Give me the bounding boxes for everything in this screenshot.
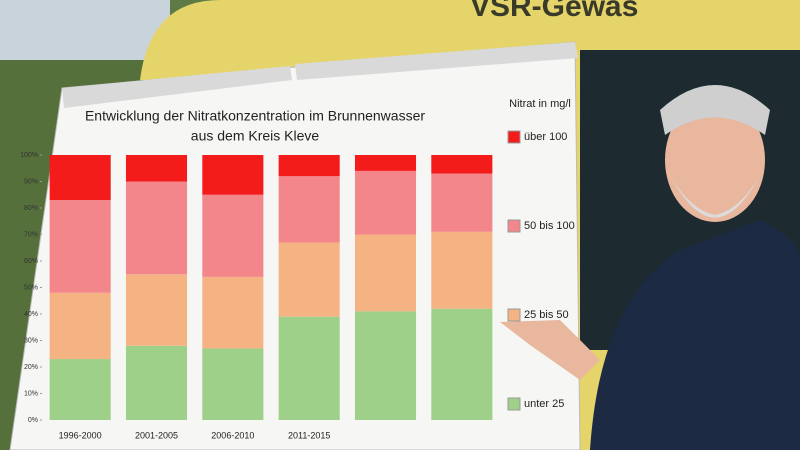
y-tick-label: 30%: [24, 337, 38, 344]
y-tick-label: 10%: [24, 390, 38, 397]
y-tick-label: 0%: [28, 417, 38, 424]
legend-label: unter 25: [524, 398, 564, 410]
bar-segment: [354, 234, 417, 312]
bar-segment: [278, 176, 340, 243]
chart: Entwicklung der Nitratkonzentration im B…: [20, 98, 575, 440]
bar-segment: [354, 311, 417, 420]
bar-segment: [354, 170, 417, 235]
bar-segment: [49, 155, 111, 201]
chart-title: Entwicklung der Nitratkonzentration im B…: [85, 108, 425, 124]
legend-label: 50 bis 100: [524, 220, 575, 232]
bar-segment: [431, 231, 493, 309]
legend-title: Nitrat in mg/l: [509, 98, 571, 110]
bar-segment: [202, 194, 264, 277]
person-hand: [500, 320, 600, 380]
person-hair: [660, 85, 770, 135]
legend-label: über 100: [524, 131, 567, 143]
y-tick-label: 60%: [24, 258, 38, 265]
y-tick-label: 20%: [24, 364, 38, 371]
person-head: [665, 98, 765, 222]
x-tick-label: 2001-2005: [135, 430, 178, 440]
y-tick-label: 80%: [24, 205, 38, 212]
x-tick-label: 2006-2010: [211, 430, 254, 440]
bar-segment: [202, 348, 264, 420]
board-clip: [295, 42, 578, 80]
bar-segment: [431, 173, 493, 232]
bar-segment: [431, 308, 493, 420]
person-beard: [670, 175, 760, 218]
bar-segment: [125, 345, 188, 420]
x-tick-label: 2011-2015: [288, 430, 330, 440]
y-tick-label: 90%: [24, 178, 38, 185]
legend-swatch: [507, 130, 521, 144]
bar-segment: [49, 359, 111, 420]
legend-label: 25 bis 50: [524, 309, 569, 321]
bar-segment: [125, 155, 188, 182]
bar-segment: [354, 155, 417, 171]
bar-segment: [278, 155, 340, 177]
bar-segment: [202, 155, 264, 195]
y-tick-label: 70%: [24, 231, 38, 238]
chart-subtitle: aus dem Kreis Kleve: [191, 128, 320, 144]
y-tick-label: 100%: [20, 152, 38, 159]
bar-segment: [125, 274, 188, 346]
board-clip: [62, 66, 292, 108]
legend-swatch: [507, 219, 521, 233]
bar-segment: [125, 181, 188, 275]
bar-segment: [278, 242, 340, 317]
y-tick-label: 50%: [24, 284, 38, 291]
y-tick-label: 40%: [24, 311, 38, 318]
bar-segment: [202, 276, 264, 349]
bar-segment: [49, 200, 111, 293]
legend-swatch: [507, 308, 521, 322]
x-tick-label: 1996-2000: [59, 430, 102, 440]
sky: [0, 0, 170, 60]
bar-segment: [49, 292, 111, 360]
van-lettering: VSR-Gewäs: [470, 0, 638, 23]
person-jacket: [590, 220, 800, 450]
bar-segment: [431, 155, 493, 174]
legend-swatch: [507, 397, 521, 411]
bar-segment: [278, 316, 340, 420]
